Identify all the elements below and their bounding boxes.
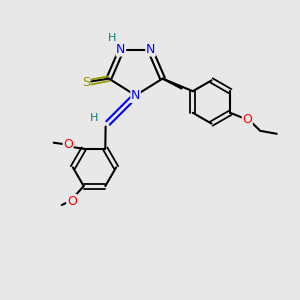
Text: H: H	[108, 33, 117, 43]
Text: H: H	[90, 113, 98, 123]
Text: N: N	[131, 89, 140, 103]
Text: N: N	[146, 43, 155, 56]
Text: O: O	[67, 195, 76, 208]
Text: O: O	[242, 113, 252, 126]
Text: O: O	[63, 138, 73, 151]
Text: S: S	[82, 76, 90, 89]
Text: N: N	[116, 43, 126, 56]
